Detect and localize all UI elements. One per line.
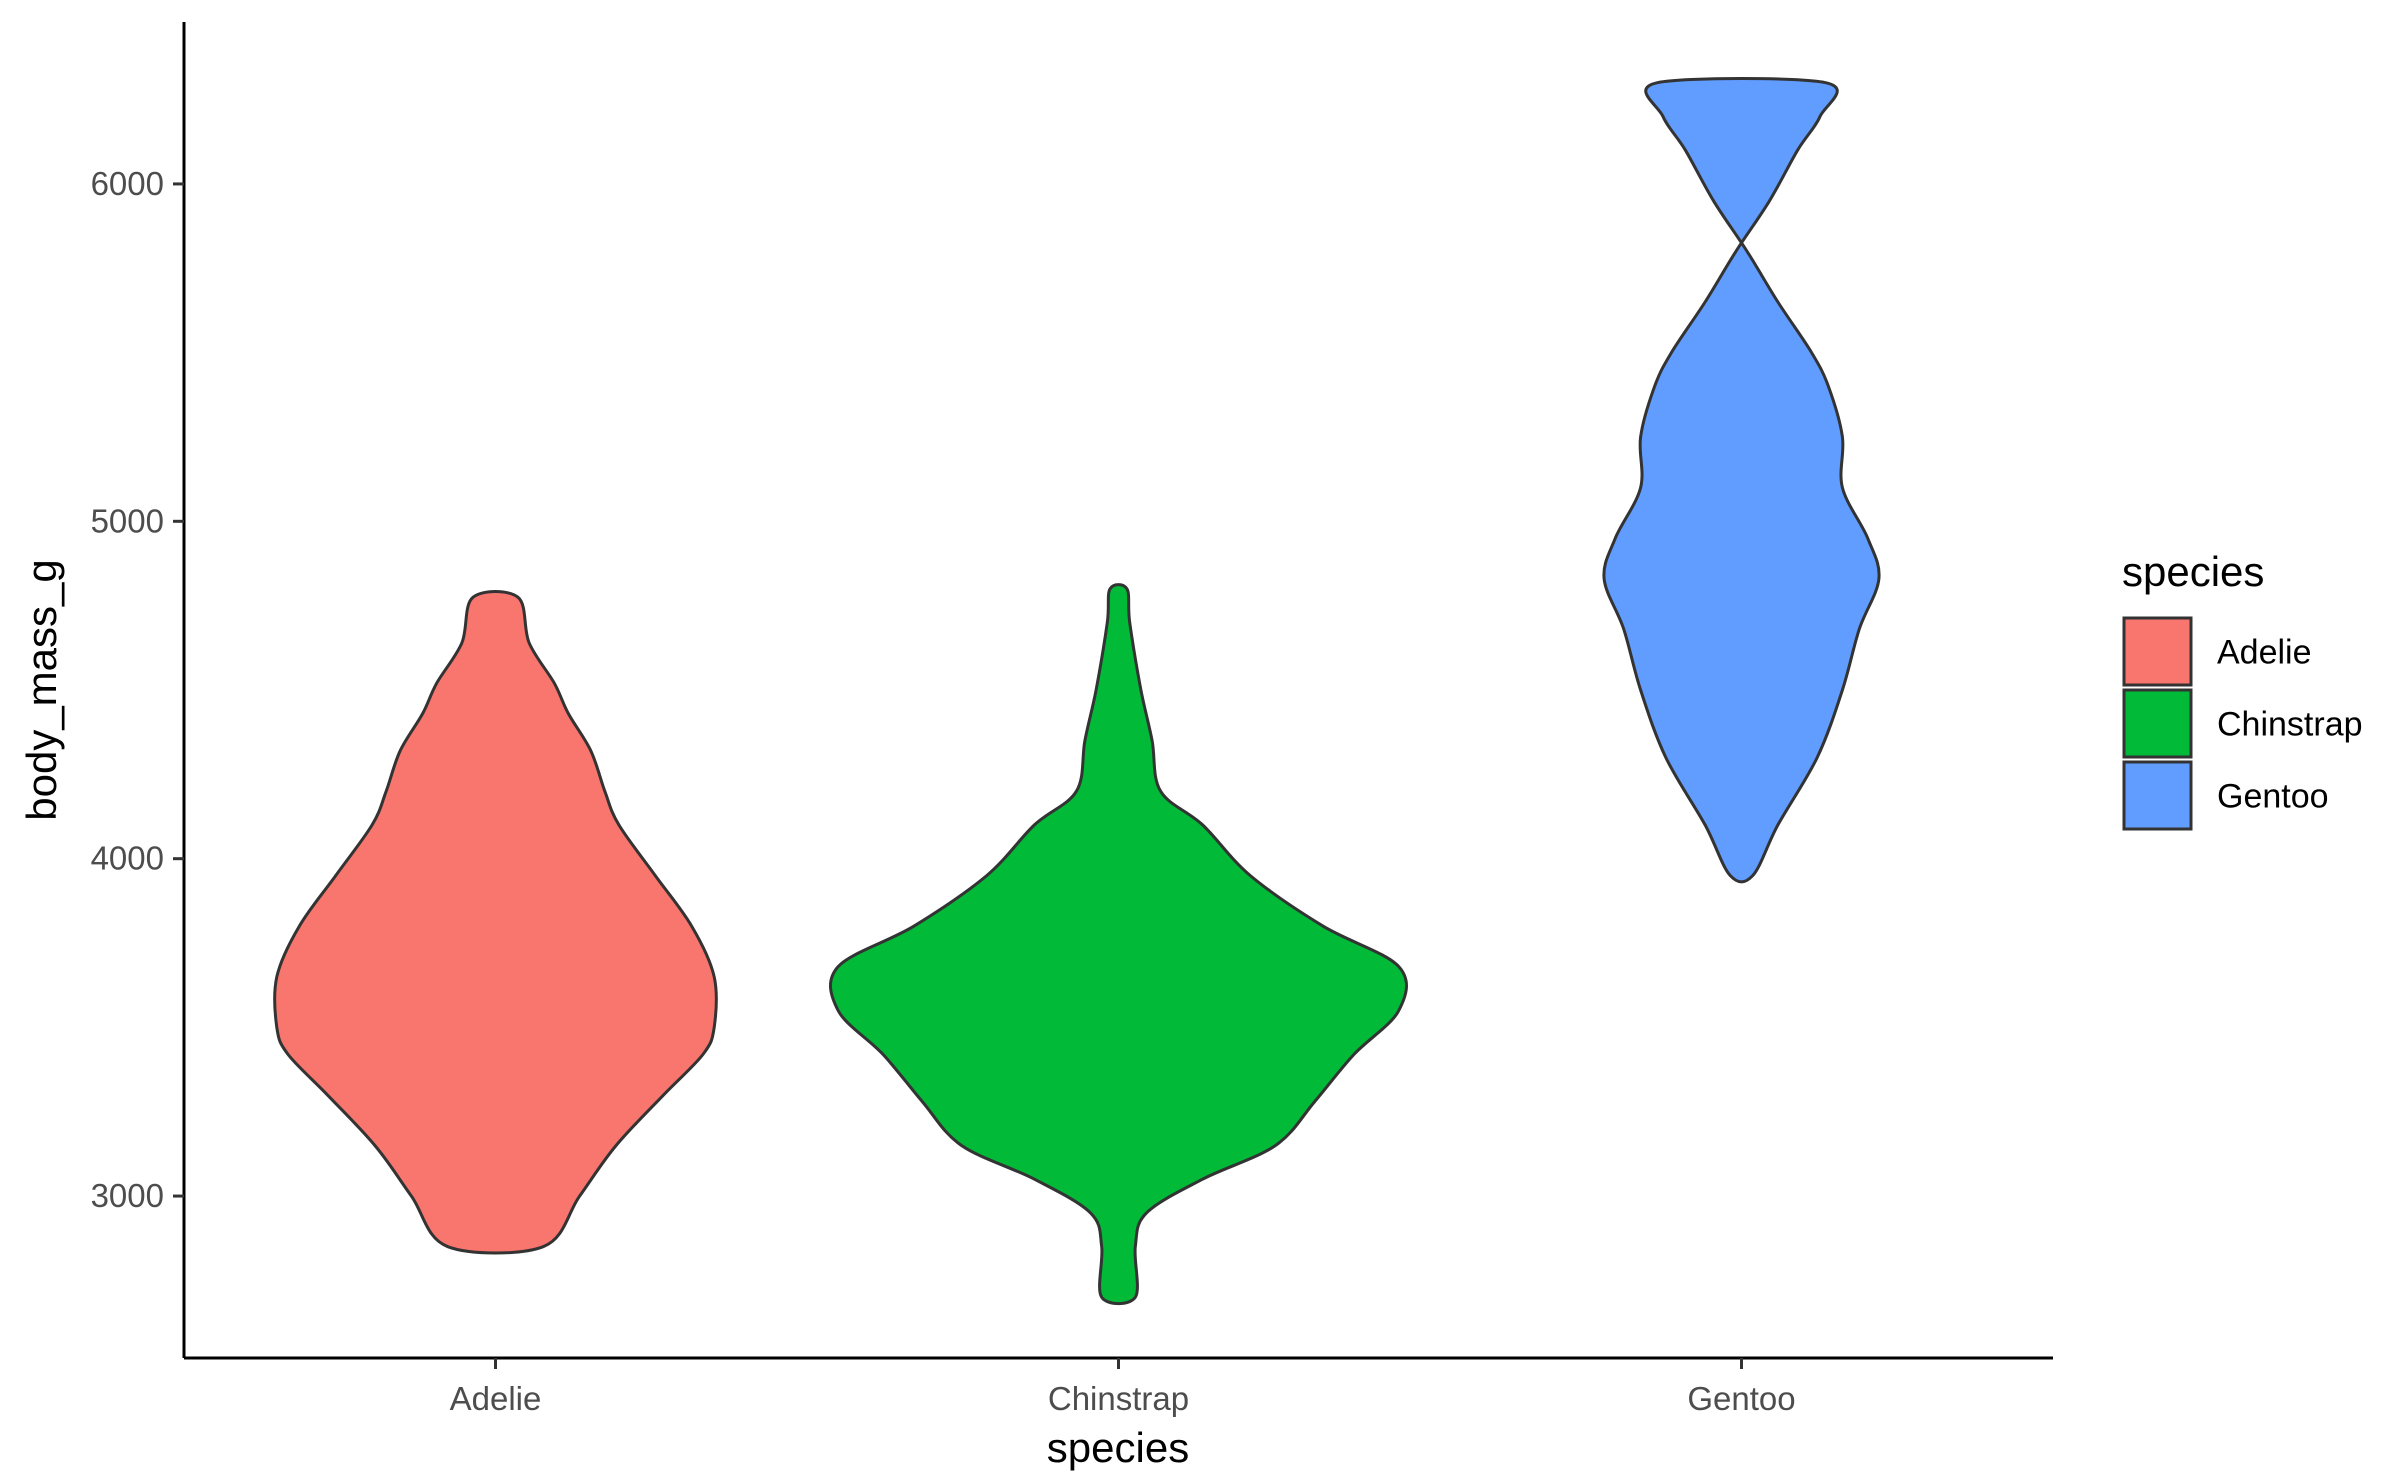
x-tick-label-adelie: Adelie [450,1380,542,1417]
legend-keys: Adelie Chinstrap Gentoo [2122,616,2363,831]
legend: species Adelie Chinstrap Gentoo [2122,548,2363,831]
violin-gentoo [1602,77,1881,884]
x-axis-ticks: Adelie Chinstrap Gentoo [450,1358,1796,1417]
violin-adelie [273,590,718,1255]
legend-label-chinstrap: Chinstrap [2217,706,2363,744]
legend-key-chinstrap [2122,688,2193,759]
y-axis-title: body_mass_g [18,559,65,821]
x-tick-label-chinstrap: Chinstrap [1048,1380,1189,1417]
legend-label-gentoo: Gentoo [2217,778,2329,816]
legend-key-gentoo [2122,760,2193,831]
violin-layer [273,77,1881,1306]
y-tick-label: 4000 [91,840,164,877]
violin-chinstrap [829,583,1408,1306]
x-tick-label-gentoo: Gentoo [1687,1380,1795,1417]
y-tick-label: 3000 [91,1177,164,1214]
legend-label-adelie: Adelie [2217,634,2312,672]
y-tick-label: 5000 [91,502,164,539]
y-axis-ticks: 3000 4000 5000 6000 [91,165,184,1214]
y-tick-label: 6000 [91,165,164,202]
x-axis-title: species [1047,1424,1189,1471]
legend-title: species [2122,548,2264,595]
legend-key-adelie [2122,616,2193,687]
